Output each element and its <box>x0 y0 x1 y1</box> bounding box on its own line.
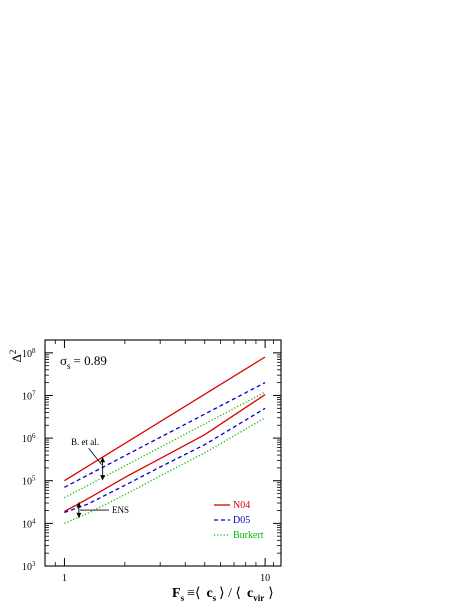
annotation-ens-arrow-head-up <box>76 502 82 508</box>
y-tick-label: 103 <box>22 560 36 573</box>
annotation-b-et-al-arrow-head-up <box>100 457 106 463</box>
annotation-ens-arrow-head-down <box>76 512 82 518</box>
x-tick-label: 10 <box>260 573 270 584</box>
y-tick-label: 108 <box>22 347 36 360</box>
annotation-ens-label: ENS <box>112 505 129 515</box>
legend: N04 D05 Burkert <box>214 500 264 541</box>
plot-frame <box>44 339 282 567</box>
legend-entry-d05: D05 <box>214 515 250 526</box>
svg-text:D05: D05 <box>233 515 250 526</box>
axis-ticks <box>45 340 281 567</box>
y-tick-label: 106 <box>22 432 36 445</box>
legend-entry-n04: N04 <box>214 500 250 511</box>
y-tick-label: 104 <box>22 517 36 530</box>
series-line-upper-solid <box>64 356 266 482</box>
svg-text:N04: N04 <box>233 500 250 511</box>
y-tick-label: 107 <box>22 389 36 402</box>
legend-entry-burkert: Burkert <box>214 530 264 541</box>
y-tick-label: 105 <box>22 475 36 488</box>
annotation-ens: ENS <box>76 502 129 518</box>
series-line-lower-solid <box>64 394 266 513</box>
annotations: B. et al. ENS <box>71 437 129 518</box>
x-tick-label: 1 <box>62 573 67 584</box>
y-tick-labels: 103 104 105 106 107 108 <box>22 347 36 573</box>
x-tick-labels: 1 10 <box>62 573 270 584</box>
y-axis-label: Δ2 <box>8 350 24 363</box>
svg-text:Burkert: Burkert <box>233 530 264 541</box>
series-line-lower-dashed <box>64 407 266 514</box>
annotation-b-et-al-leader <box>88 447 102 465</box>
annotation-b-et-al-arrow-head-down <box>100 475 106 481</box>
sigma-annotation: σs = 0.89 <box>60 353 107 371</box>
annotation-b-et-al-label: B. et al. <box>71 437 99 447</box>
series-line-upper-dashed <box>64 382 266 488</box>
annotation-b-et-al: B. et al. <box>71 437 106 481</box>
x-axis-label: Fs ≡⟨ cs ⟩ / ⟨ cvir ⟩ <box>172 586 274 603</box>
series-line-lower-dotted <box>64 417 266 524</box>
series-line-upper-dotted <box>64 391 266 499</box>
